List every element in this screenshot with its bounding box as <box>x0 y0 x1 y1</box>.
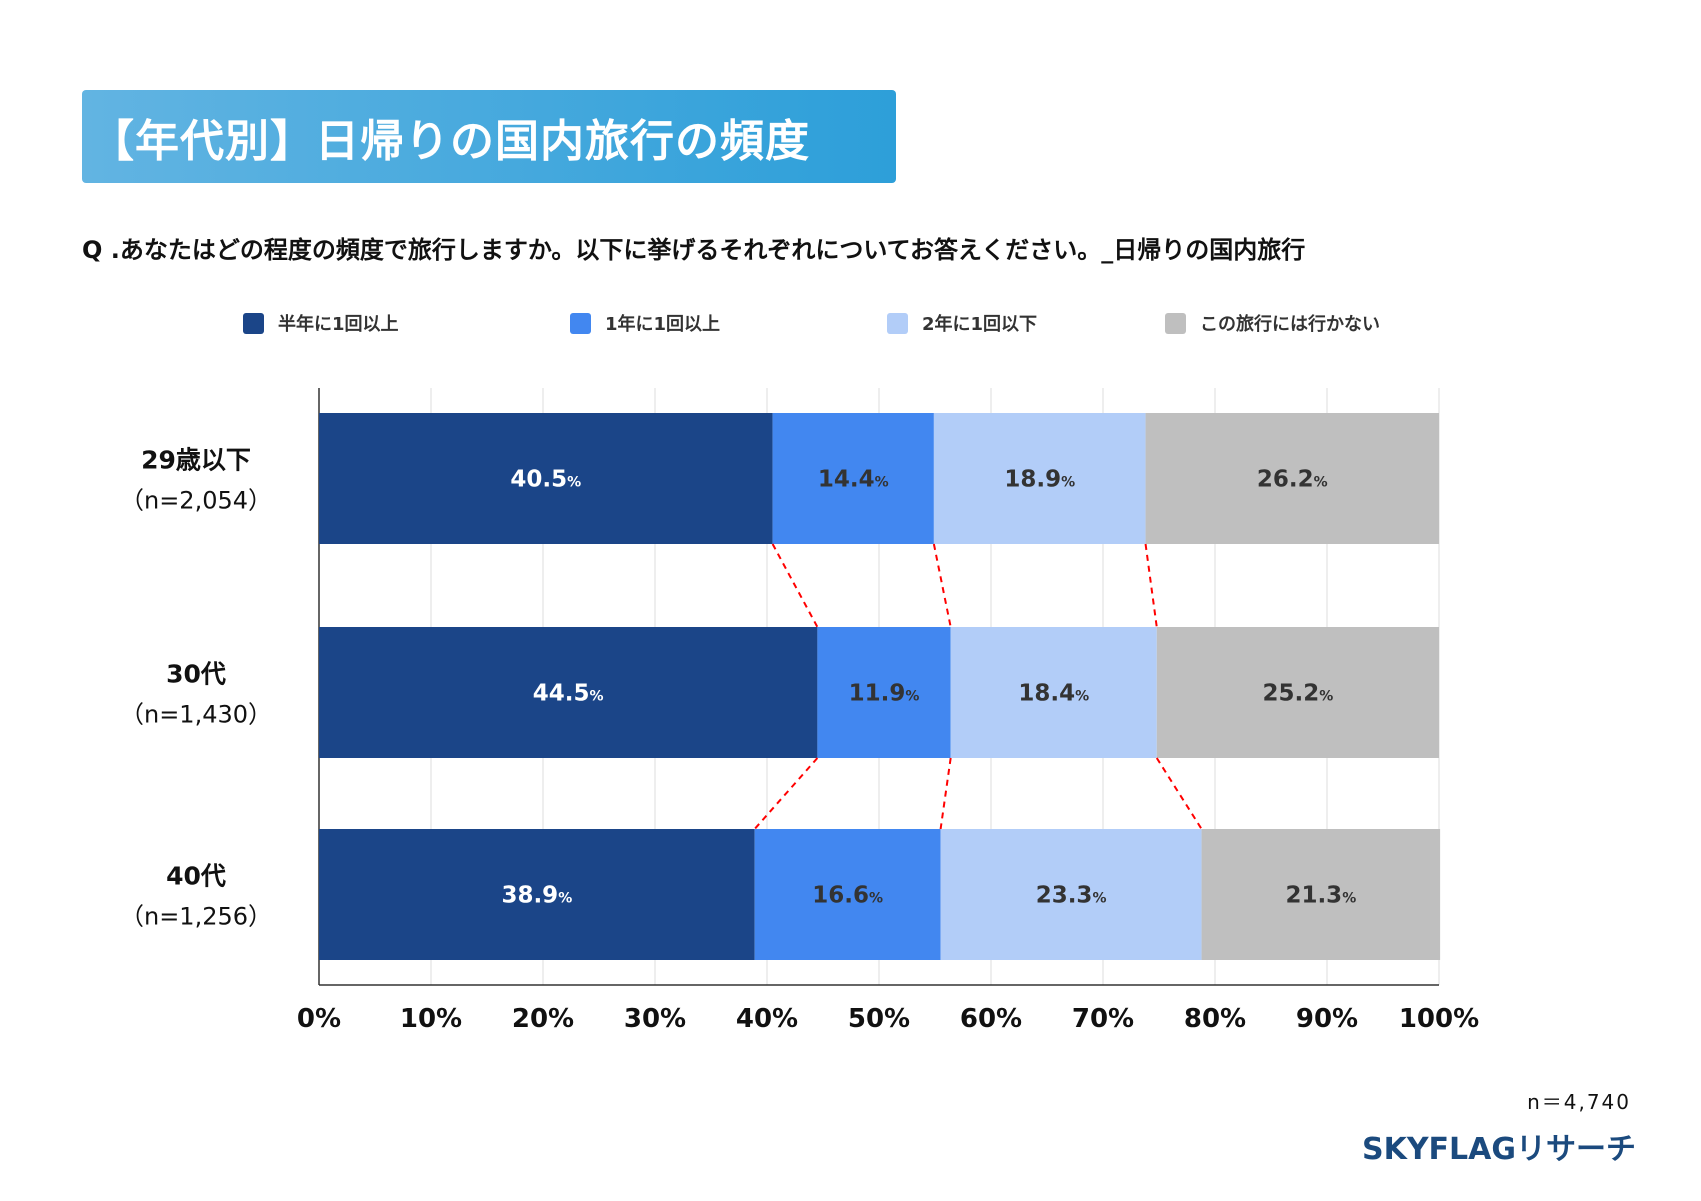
category-n: （n=1,256） <box>120 903 272 931</box>
data-label: 26.2% <box>1257 467 1328 493</box>
legend-swatch <box>243 312 264 334</box>
legend-item: 1年に1回以上 <box>570 310 720 336</box>
legend-item: 2年に1回以下 <box>887 310 1037 336</box>
x-tick-label: 60% <box>960 1004 1022 1034</box>
unit: % <box>590 689 604 705</box>
legend-label: 1年に1回以上 <box>605 314 721 335</box>
bar-segment <box>319 627 818 758</box>
bar-segment <box>817 627 951 758</box>
bar-segment <box>754 829 941 960</box>
question-text: Q .あなたはどの程度の頻度で旅行しますか。以下に挙げるそれぞれについてお答えく… <box>82 236 1306 264</box>
unit: % <box>1075 689 1089 705</box>
x-tick-label: 0% <box>297 1004 341 1034</box>
connector-line <box>771 543 819 628</box>
sample-size: n＝4,740 <box>1527 1090 1631 1114</box>
legend-swatch <box>1165 312 1186 334</box>
connector-line <box>1155 757 1203 830</box>
unit: % <box>869 891 883 907</box>
x-tick-label: 80% <box>1184 1004 1246 1034</box>
bar-segment <box>940 829 1202 960</box>
unit: % <box>1342 891 1356 907</box>
bar-segment <box>950 627 1157 758</box>
x-tick-label: 10% <box>400 1004 462 1034</box>
category-n: （n=2,054） <box>120 487 272 515</box>
legend-label: この旅行には行かない <box>1200 314 1380 335</box>
legend-label: 2年に1回以下 <box>922 314 1038 335</box>
bar-segment <box>319 829 755 960</box>
connector-line <box>753 757 819 830</box>
x-tick-label: 70% <box>1072 1004 1134 1034</box>
bar-segment <box>1156 627 1439 758</box>
category-label: 29歳以下 <box>141 446 251 475</box>
x-tick-label: 40% <box>736 1004 798 1034</box>
legend-swatch <box>570 312 591 334</box>
connector-line <box>939 757 952 830</box>
category-label: 40代 <box>166 862 226 891</box>
unit: % <box>1314 475 1328 491</box>
x-tick-label: 90% <box>1296 1004 1358 1034</box>
unit: % <box>875 475 889 491</box>
x-tick-label: 50% <box>848 1004 910 1034</box>
legend-item: 半年に1回以上 <box>243 310 399 336</box>
unit: % <box>558 891 572 907</box>
unit: % <box>905 689 919 705</box>
bar-segment <box>933 413 1146 544</box>
unit: % <box>1061 475 1075 491</box>
bar-segment <box>1145 413 1439 544</box>
connector-line <box>932 543 952 628</box>
legend-swatch <box>887 312 908 334</box>
unit: % <box>1319 689 1333 705</box>
legend: 半年に1回以上 1年に1回以上 2年に1回以下 この旅行には行かない <box>0 310 1701 340</box>
unit: % <box>567 475 581 491</box>
category-n: （n=1,430） <box>120 701 272 729</box>
bar-segment <box>319 413 773 544</box>
x-tick-label: 100% <box>1399 1004 1479 1034</box>
legend-item: この旅行には行かない <box>1165 310 1380 336</box>
brand-logo: SKYFLAGリサーチ <box>1361 1132 1636 1167</box>
connector-line <box>1144 543 1158 628</box>
x-tick-label: 30% <box>624 1004 686 1034</box>
bar-segment <box>772 413 934 544</box>
x-tick-label: 20% <box>512 1004 574 1034</box>
unit: % <box>1092 891 1106 907</box>
chart-title: 【年代別】日帰りの国内旅行の頻度 <box>82 90 896 183</box>
category-label: 30代 <box>166 660 226 689</box>
data-label: 14.4% <box>818 467 889 493</box>
legend-label: 半年に1回以上 <box>278 314 399 335</box>
bar-segment <box>1201 829 1441 960</box>
data-label: 18.4% <box>1018 681 1089 707</box>
